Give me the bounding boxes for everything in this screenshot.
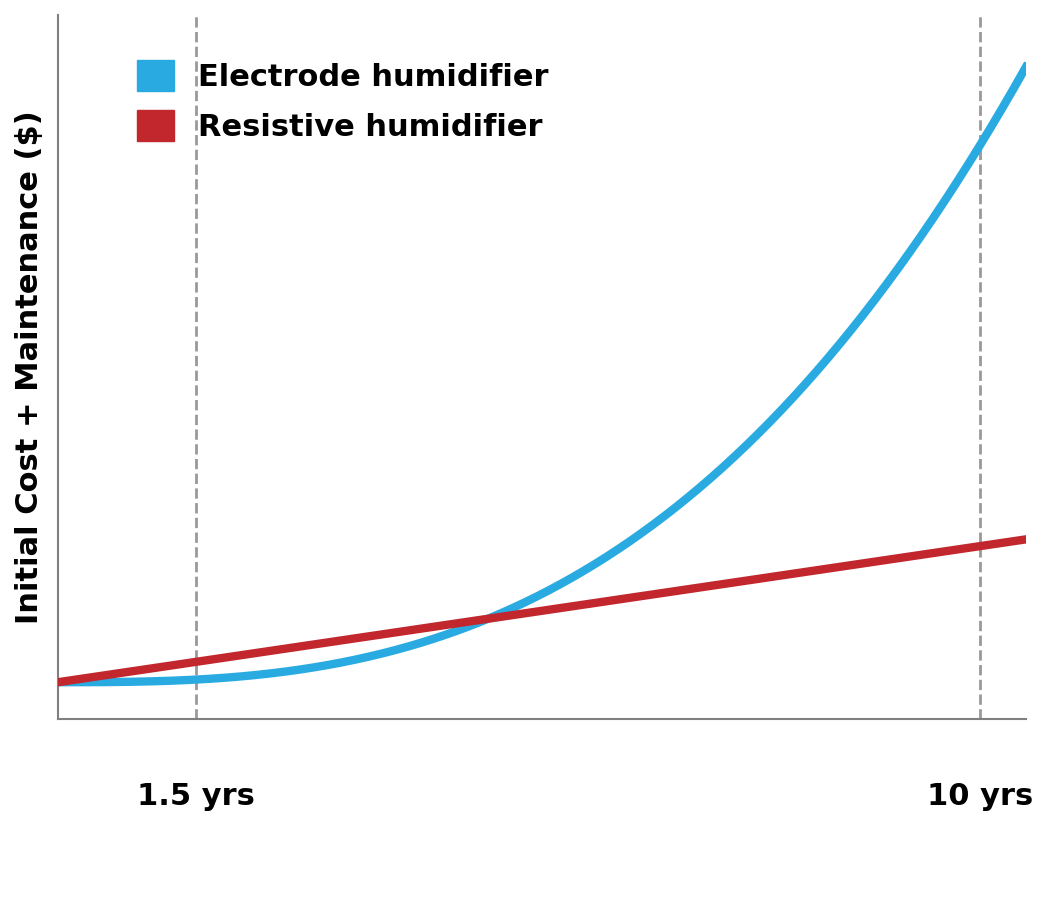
Text: 10 yrs: 10 yrs: [926, 782, 1033, 812]
Text: 1.5 yrs: 1.5 yrs: [137, 782, 255, 812]
Legend: Electrode humidifier, Resistive humidifier: Electrode humidifier, Resistive humidifi…: [121, 44, 563, 157]
Y-axis label: Initial Cost + Maintenance ($): Initial Cost + Maintenance ($): [15, 110, 44, 624]
